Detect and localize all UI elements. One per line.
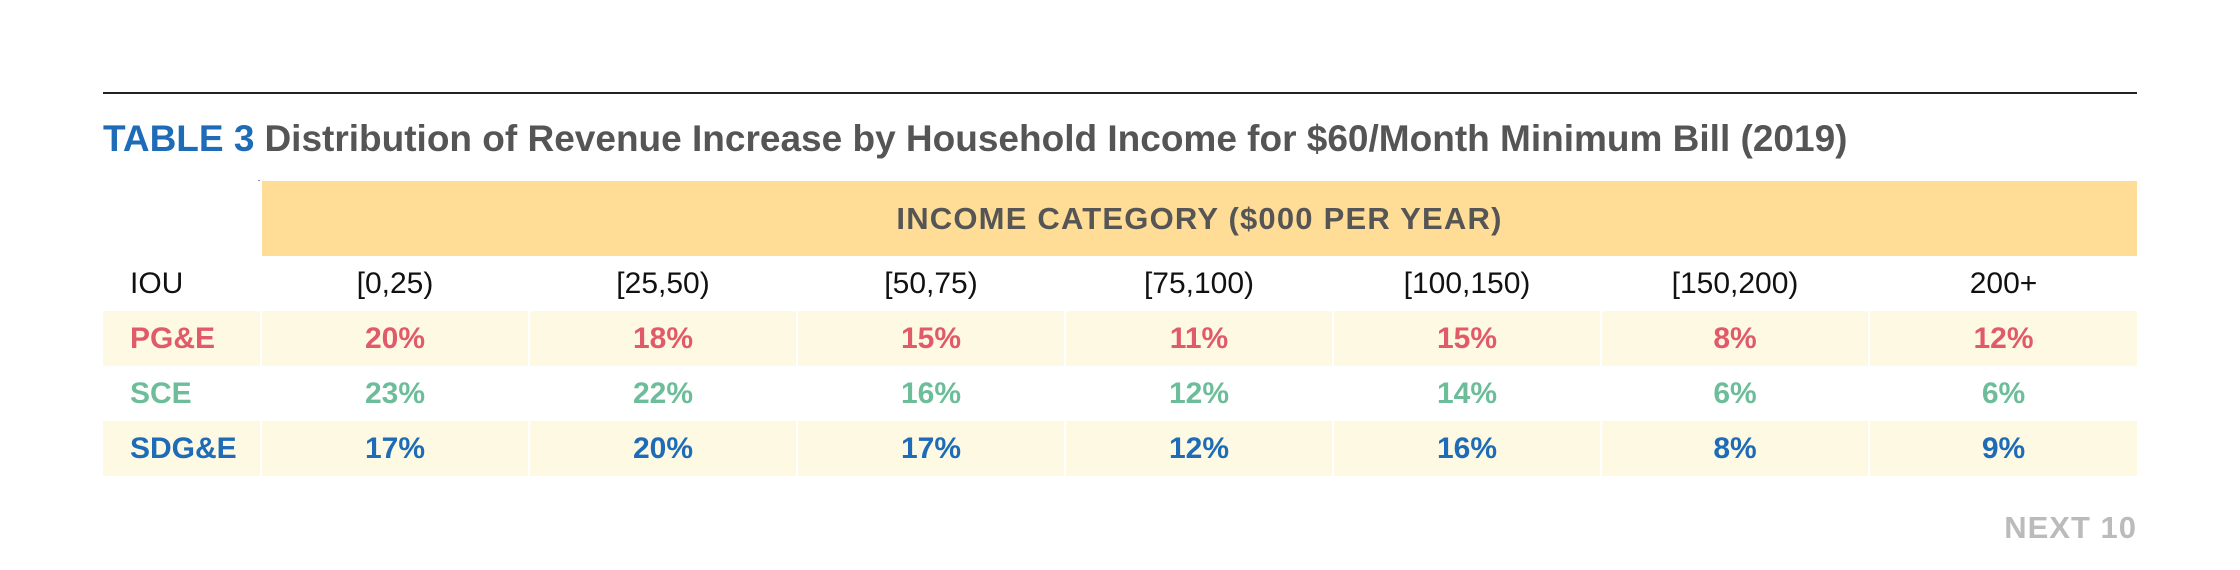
row-label-pge: PG&E	[103, 311, 262, 366]
column-header-25-50: [25,50)	[529, 256, 798, 311]
column-header-0-25: [0,25)	[261, 256, 530, 311]
table-row-pge: PG&E 20% 18% 15% 11% 15% 8% 12%	[103, 311, 2137, 366]
row-label-sdge: SDG&E	[103, 421, 262, 476]
row-label-sce: SCE	[103, 366, 262, 421]
table-cell: 20%	[261, 311, 530, 366]
table-row-sdge: SDG&E 17% 20% 17% 12% 16% 8% 9%	[103, 421, 2137, 476]
next10-footer-logo: NEXT 10	[2004, 510, 2137, 545]
column-header-100-150: [100,150)	[1333, 256, 1602, 311]
income-category-header: INCOME CATEGORY ($000 PER YEAR)	[261, 181, 2137, 256]
header-band-blank-cell	[103, 181, 262, 256]
table-title-text: Distribution of Revenue Increase by Hous…	[264, 118, 1848, 159]
table-cell: 12%	[1065, 421, 1334, 476]
column-header-200-plus: 200+	[1969, 266, 2038, 300]
table-cell: 12%	[1869, 311, 2137, 366]
table-cell: 6%	[1601, 366, 1870, 421]
table-cell: 9%	[1869, 421, 2137, 476]
revenue-distribution-table: INCOME CATEGORY ($000 PER YEAR) IOU [0,2…	[103, 181, 2137, 476]
table-row-sce: SCE 23% 22% 16% 12% 14% 6% 6%	[103, 366, 2137, 421]
table-number-label: TABLE 3	[103, 118, 255, 159]
column-header-50-75: [50,75)	[797, 256, 1066, 311]
column-header-150-200: [150,200)	[1601, 256, 1870, 311]
table-cell: 16%	[1333, 421, 1602, 476]
table-cell: 6%	[1869, 366, 2137, 421]
table-cell: 17%	[261, 421, 530, 476]
column-header-75-100: [75,100)	[1065, 256, 1334, 311]
table-cell: 23%	[261, 366, 530, 421]
table-cell: 22%	[529, 366, 798, 421]
table-cell: 15%	[1333, 311, 1602, 366]
table-cell: 18%	[529, 311, 798, 366]
header-band-row: INCOME CATEGORY ($000 PER YEAR)	[103, 181, 2137, 256]
table-title: TABLE 3 Distribution of Revenue Increase …	[103, 118, 1847, 160]
table-cell: 12%	[1065, 366, 1334, 421]
table-cell: 20%	[529, 421, 798, 476]
table-cell: 16%	[797, 366, 1066, 421]
table-cell: 15%	[797, 311, 1066, 366]
table-cell: 8%	[1601, 311, 1870, 366]
column-header-row: IOU [0,25) [25,50) [50,75) [75,100) [100…	[103, 256, 2137, 311]
table-cell: 17%	[797, 421, 1066, 476]
table-cell: 11%	[1065, 311, 1334, 366]
column-header-iou: IOU	[103, 256, 262, 311]
top-rule	[103, 92, 2137, 94]
table-cell: 8%	[1601, 421, 1870, 476]
table-cell: 14%	[1333, 366, 1602, 421]
